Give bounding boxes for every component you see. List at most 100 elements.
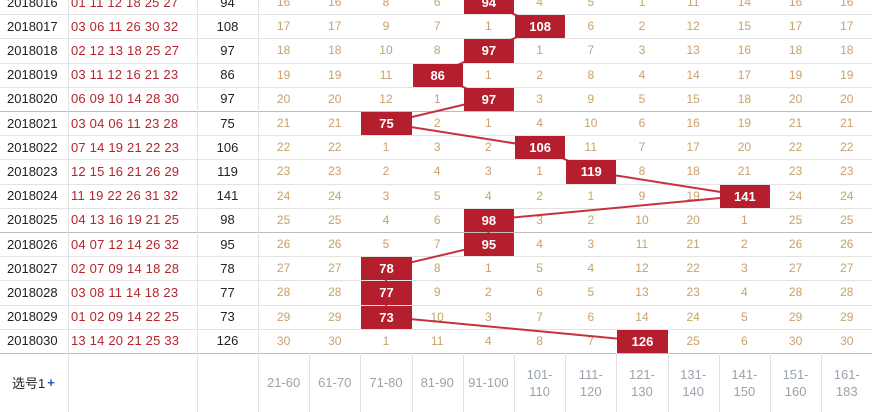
- winning-numbers: 04 13 16 19 21 25: [71, 212, 180, 228]
- miss-count: 16: [276, 0, 291, 10]
- miss-count: 18: [788, 43, 803, 58]
- sum-value: 77: [220, 284, 235, 300]
- miss-count: 2: [587, 212, 595, 227]
- miss-count: 25: [686, 333, 700, 348]
- range-header-top: 21-60: [266, 375, 301, 390]
- miss-count: 3: [638, 43, 646, 58]
- select-number-label[interactable]: 选号1 +: [0, 353, 68, 412]
- range-header-top: 81-90: [420, 375, 454, 390]
- miss-count: 19: [686, 188, 700, 203]
- miss-count: 23: [686, 285, 700, 300]
- miss-count: 4: [536, 0, 543, 10]
- miss-count: 9: [433, 285, 441, 300]
- winning-numbers: 02 12 13 18 25 27: [71, 42, 180, 58]
- miss-count: 16: [686, 116, 700, 131]
- winning-numbers: 11 19 22 26 31 32: [71, 188, 179, 204]
- miss-count: 4: [536, 116, 543, 131]
- miss-count: 13: [686, 43, 700, 58]
- range-header-bottom: 120: [579, 383, 602, 399]
- miss-count: 20: [328, 91, 342, 106]
- hit-cell: 97: [463, 87, 514, 111]
- miss-count: 14: [635, 309, 649, 324]
- winning-numbers: 01 11 12 18 25 27: [71, 0, 179, 10]
- sum-value: 73: [220, 309, 235, 325]
- range-header-bottom: 150: [733, 383, 756, 399]
- miss-count: 22: [788, 140, 803, 155]
- miss-count: 17: [686, 140, 700, 155]
- winning-numbers: 03 06 11 26 30 32: [71, 18, 179, 34]
- range-header-top: 161-: [833, 366, 860, 382]
- miss-count: 5: [638, 91, 646, 106]
- miss-count: 10: [584, 116, 598, 131]
- miss-count: 1: [382, 333, 390, 348]
- range-header-bottom: 110: [529, 383, 550, 399]
- miss-count: 22: [840, 140, 854, 155]
- miss-count: 10: [379, 43, 393, 58]
- miss-count: 1: [485, 67, 492, 82]
- miss-count: 3: [536, 212, 543, 227]
- miss-count: 6: [536, 285, 543, 300]
- miss-count: 6: [587, 19, 595, 34]
- miss-count: 1: [638, 0, 646, 10]
- miss-count: 17: [788, 19, 803, 34]
- miss-count: 21: [686, 237, 700, 252]
- miss-count: 6: [587, 309, 595, 324]
- miss-count: 30: [328, 333, 342, 348]
- period-cell: 2018025: [7, 212, 58, 228]
- miss-count: 12: [635, 261, 649, 276]
- miss-count: 3: [536, 91, 543, 106]
- miss-count: 25: [328, 212, 342, 227]
- miss-count: 4: [741, 285, 748, 300]
- miss-count: 5: [433, 188, 441, 203]
- miss-count: 26: [276, 237, 291, 252]
- period-cell: 2018020: [7, 91, 58, 107]
- miss-count: 3: [485, 309, 492, 324]
- period-cell: 2018016: [7, 0, 58, 10]
- range-header: 71-80: [360, 353, 411, 412]
- period-cell: 2018028: [7, 284, 58, 300]
- miss-count: 27: [276, 261, 291, 276]
- miss-count: 8: [433, 261, 441, 276]
- miss-count: 8: [382, 0, 390, 10]
- miss-count: 11: [635, 237, 649, 252]
- miss-count: 24: [788, 188, 803, 203]
- miss-count: 4: [485, 333, 492, 348]
- period-cell: 2018023: [7, 163, 58, 179]
- hit-cell: 94: [463, 0, 514, 15]
- miss-count: 18: [737, 91, 752, 106]
- miss-count: 3: [587, 237, 595, 252]
- miss-count: 19: [788, 67, 803, 82]
- miss-count: 1: [433, 91, 441, 106]
- miss-count: 29: [328, 309, 342, 324]
- miss-count: 24: [276, 188, 291, 203]
- miss-count: 30: [276, 333, 291, 348]
- miss-count: 8: [587, 67, 595, 82]
- miss-count: 16: [788, 0, 803, 10]
- miss-count: 24: [328, 188, 342, 203]
- miss-count: 27: [840, 261, 854, 276]
- miss-count: 7: [638, 140, 646, 155]
- range-header-top: 101-: [526, 366, 553, 382]
- miss-count: 8: [638, 164, 646, 179]
- hit-cell: 119: [566, 160, 617, 184]
- miss-count: 4: [485, 188, 492, 203]
- add-icon[interactable]: +: [47, 375, 55, 390]
- miss-count: 12: [379, 91, 393, 106]
- miss-count: 11: [430, 333, 444, 348]
- sum-value: 95: [220, 236, 235, 252]
- miss-count: 5: [536, 261, 543, 276]
- miss-count: 10: [635, 212, 649, 227]
- range-header-bottom: 160: [784, 383, 807, 399]
- miss-count: 29: [840, 309, 854, 324]
- miss-count: 22: [276, 140, 291, 155]
- sum-value: 98: [220, 212, 235, 228]
- hit-cell: 75: [361, 112, 412, 136]
- range-header-top: 71-80: [369, 375, 403, 390]
- miss-count: 5: [587, 285, 595, 300]
- miss-count: 5: [382, 237, 390, 252]
- range-header: 121- 130: [616, 353, 667, 412]
- winning-numbers: 03 04 06 11 23 28: [71, 115, 179, 131]
- winning-numbers: 13 14 20 21 25 33: [71, 333, 180, 349]
- period-cell: 2018019: [7, 67, 58, 83]
- winning-numbers: 12 15 16 21 26 29: [71, 163, 180, 179]
